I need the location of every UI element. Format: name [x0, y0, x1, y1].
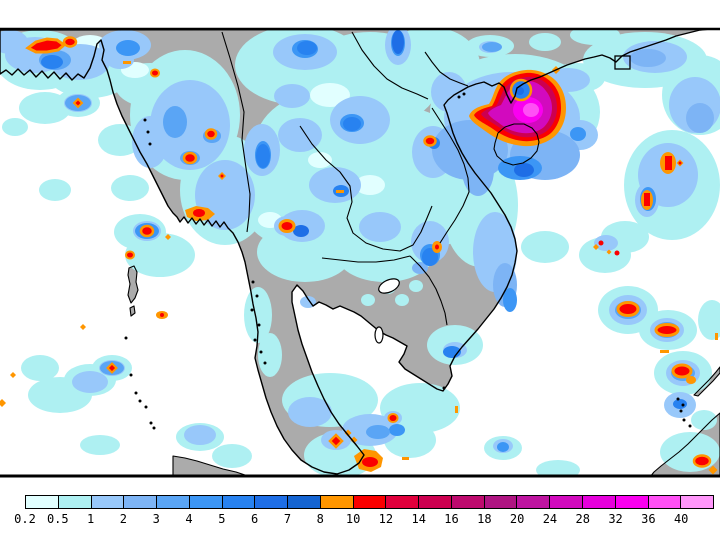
colorbar-label: 3	[152, 512, 160, 526]
colorbar-segment	[222, 496, 256, 508]
colorbar-segment	[484, 496, 518, 508]
colorbar-segment	[353, 496, 387, 508]
colorbar-label: 1	[86, 512, 95, 526]
colorbar-segment	[26, 496, 59, 508]
colorbar-label: 32	[608, 512, 623, 526]
colorbar-segment	[157, 496, 190, 508]
colorbar-segment	[550, 496, 584, 508]
colorbar-label: 12	[378, 512, 394, 526]
colorbar	[25, 495, 714, 509]
colorbar-label: 24	[542, 512, 558, 526]
colorbar-segment	[124, 496, 158, 508]
pearl-delta-box	[614, 55, 631, 70]
map-frame	[0, 27, 720, 478]
colorbar-label: 8	[316, 512, 324, 526]
colorbar-segment	[681, 496, 714, 508]
rain-cyan-patches	[72, 35, 423, 306]
colorbar-segment	[419, 496, 452, 508]
colorbar-label: 7	[283, 512, 292, 526]
colorbar-label: 2	[119, 512, 128, 526]
colorbar-segment	[288, 496, 321, 508]
colorbar-segment	[386, 496, 420, 508]
colorbar-segment	[615, 496, 649, 508]
colorbar-label: 5	[218, 512, 226, 526]
small-islands	[124, 92, 692, 430]
colorbar-label: 28	[575, 512, 590, 526]
colorbar-segment	[58, 496, 92, 508]
colorbar-segment	[517, 496, 551, 508]
colorbar-label: 40	[673, 512, 689, 526]
colorbar-label: 20	[509, 512, 525, 526]
rain-heavy-cells	[0, 36, 718, 475]
rain-layer	[0, 29, 720, 477]
colorbar-label: 4	[185, 512, 193, 526]
colorbar-segment	[320, 496, 354, 508]
coastline-layer	[0, 29, 720, 477]
heavy-rain-storm	[469, 66, 566, 147]
colorbar-segment	[583, 496, 616, 508]
colorbar-label: 16	[444, 512, 459, 526]
tonle-sap-lake	[378, 278, 400, 294]
storm-core-bright	[523, 103, 539, 117]
colorbar-segment	[648, 496, 682, 508]
colorbar-segment	[255, 496, 289, 508]
colorbar-label: 10	[345, 512, 361, 526]
colorbar-label: 0.5	[46, 512, 69, 526]
colorbar-label: 0.2	[14, 512, 36, 526]
colorbar-label: 36	[641, 512, 656, 526]
colorbar-segment	[451, 496, 485, 508]
colorbar-segment	[91, 496, 125, 508]
colorbar-segment	[189, 496, 223, 508]
rain-light	[0, 29, 720, 477]
colorbar-label: 18	[477, 512, 492, 526]
colorbar-label: 6	[251, 512, 259, 526]
phu-quoc-island	[374, 326, 384, 344]
country-borders	[221, 31, 470, 326]
colorbar-label: 14	[411, 512, 426, 526]
